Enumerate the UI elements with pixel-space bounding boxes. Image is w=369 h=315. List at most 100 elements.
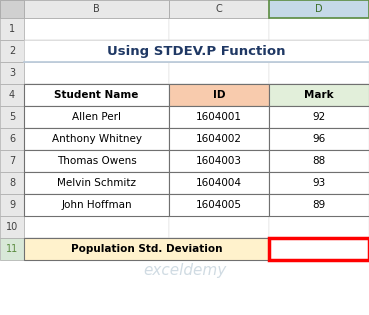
Bar: [24, 172, 169, 194]
Bar: [169, 128, 269, 150]
Text: 1604003: 1604003: [196, 156, 242, 166]
Text: 7: 7: [9, 156, 15, 166]
Text: Population Std. Deviation: Population Std. Deviation: [71, 244, 222, 254]
Bar: [24, 238, 169, 260]
Bar: [269, 128, 369, 150]
Text: exceldemy: exceldemy: [143, 262, 226, 278]
Bar: [24, 128, 169, 150]
Bar: [0, 216, 24, 238]
Bar: [0, 0, 24, 18]
Bar: [269, 216, 369, 238]
Text: Student Name: Student Name: [54, 90, 139, 100]
Text: 92: 92: [313, 112, 325, 122]
Bar: [24, 84, 169, 106]
Bar: [0, 238, 24, 260]
Bar: [169, 172, 269, 194]
Bar: [24, 216, 169, 238]
Text: Using STDEV.P Function: Using STDEV.P Function: [107, 44, 286, 58]
Text: 1604002: 1604002: [196, 134, 242, 144]
Bar: [169, 194, 269, 216]
Bar: [269, 194, 369, 216]
Text: 1604001: 1604001: [196, 112, 242, 122]
Bar: [24, 18, 169, 40]
Bar: [0, 18, 24, 40]
Text: Anthony Whitney: Anthony Whitney: [52, 134, 141, 144]
Bar: [169, 84, 269, 106]
Text: Allen Perl: Allen Perl: [72, 112, 121, 122]
Bar: [0, 194, 24, 216]
Bar: [24, 150, 169, 172]
Text: D: D: [315, 4, 323, 14]
Text: 1: 1: [9, 24, 15, 34]
Bar: [169, 172, 269, 194]
Bar: [0, 84, 24, 106]
Text: ID: ID: [213, 90, 225, 100]
Bar: [24, 172, 169, 194]
Bar: [269, 172, 369, 194]
Text: B: B: [93, 4, 100, 14]
Bar: [269, 194, 369, 216]
Bar: [169, 106, 269, 128]
Bar: [0, 106, 24, 128]
Bar: [169, 238, 269, 260]
Bar: [24, 194, 169, 216]
Bar: [24, 84, 169, 106]
Bar: [269, 62, 369, 84]
Bar: [269, 84, 369, 106]
Bar: [0, 128, 24, 150]
Bar: [269, 150, 369, 172]
Bar: [269, 18, 369, 40]
Bar: [269, 84, 369, 106]
Bar: [169, 0, 269, 18]
Bar: [269, 172, 369, 194]
Text: 3: 3: [9, 68, 15, 78]
Text: 10: 10: [6, 222, 18, 232]
Bar: [0, 40, 24, 62]
Bar: [0, 0, 24, 18]
Bar: [24, 0, 169, 18]
Bar: [169, 84, 269, 106]
Bar: [169, 128, 269, 150]
Bar: [169, 194, 269, 216]
Bar: [24, 128, 169, 150]
Text: Melvin Schmitz: Melvin Schmitz: [57, 178, 136, 188]
Bar: [269, 150, 369, 172]
Bar: [269, 128, 369, 150]
Text: 11: 11: [6, 244, 18, 254]
Bar: [169, 150, 269, 172]
Text: John Hoffman: John Hoffman: [61, 200, 132, 210]
Bar: [24, 238, 269, 260]
Text: 96: 96: [313, 134, 325, 144]
Bar: [24, 40, 169, 62]
Text: 1604004: 1604004: [196, 178, 242, 188]
Bar: [0, 150, 24, 172]
Bar: [269, 106, 369, 128]
Text: 1604005: 1604005: [196, 200, 242, 210]
Text: 88: 88: [313, 156, 325, 166]
Bar: [169, 106, 269, 128]
Text: 6: 6: [9, 134, 15, 144]
Text: Thomas Owens: Thomas Owens: [56, 156, 137, 166]
Bar: [24, 106, 169, 128]
Bar: [269, 238, 369, 260]
Text: 8: 8: [9, 178, 15, 188]
Bar: [169, 216, 269, 238]
Text: Mark: Mark: [304, 90, 334, 100]
Bar: [269, 106, 369, 128]
Bar: [169, 18, 269, 40]
Bar: [169, 40, 269, 62]
Bar: [24, 106, 169, 128]
Bar: [24, 62, 169, 84]
Text: C: C: [215, 4, 223, 14]
Bar: [269, 40, 369, 62]
Bar: [169, 62, 269, 84]
Bar: [0, 62, 24, 84]
Bar: [169, 150, 269, 172]
Bar: [24, 194, 169, 216]
Bar: [24, 40, 369, 62]
Bar: [0, 172, 24, 194]
Text: 93: 93: [313, 178, 325, 188]
Text: 89: 89: [313, 200, 325, 210]
Text: 5: 5: [9, 112, 15, 122]
Text: 9: 9: [9, 200, 15, 210]
